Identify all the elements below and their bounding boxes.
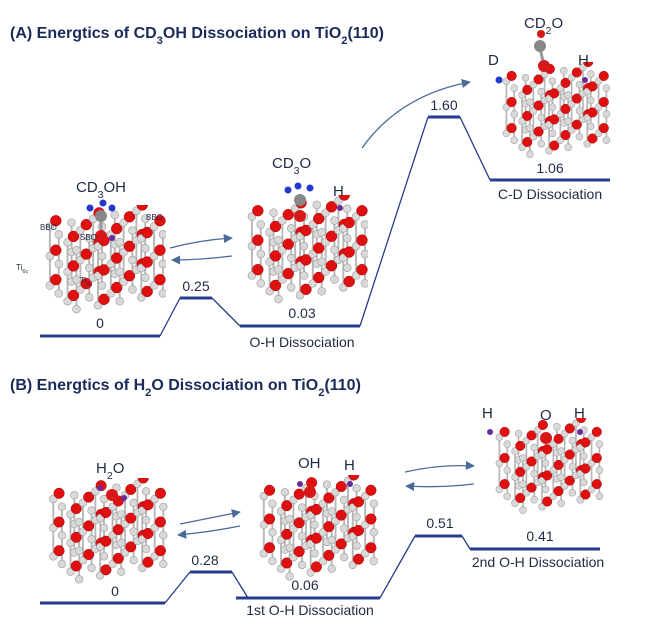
energy-label: 0.06 xyxy=(291,577,318,593)
subscript: 3 xyxy=(157,35,163,47)
atom-label: O xyxy=(540,407,552,424)
text-part: (B) Energtics of H xyxy=(10,377,145,394)
subscript: 6c xyxy=(22,269,28,275)
panel-a-title: (A) Energtics of CD3OH Dissociation on T… xyxy=(10,25,384,47)
molecule-label: CD3O xyxy=(272,155,311,177)
text-part: CD xyxy=(524,15,546,32)
energy-label: 0 xyxy=(96,315,104,331)
text-part: CD xyxy=(272,155,294,172)
subscript: 3 xyxy=(294,165,300,177)
energy-profile-b xyxy=(40,460,600,605)
molecule-label: CD2O xyxy=(524,15,563,37)
site-label: Ti5c xyxy=(80,276,92,288)
subscript: 2 xyxy=(318,387,324,399)
subscript: 2 xyxy=(546,25,552,37)
text-part: O xyxy=(113,460,125,477)
atom-label: H xyxy=(578,52,589,69)
atom-label: H xyxy=(333,183,344,200)
text-part: (110) xyxy=(324,377,360,394)
adsorbates xyxy=(86,30,588,501)
site-label: BBO xyxy=(146,213,163,222)
text-part: O xyxy=(552,15,564,32)
atom-label: H xyxy=(344,457,355,474)
text-part: O Dissociation on TiO xyxy=(151,377,318,394)
text-part: H xyxy=(96,460,107,477)
text-part: (110) xyxy=(348,25,384,42)
slab xyxy=(501,62,611,159)
energy-label: 0.28 xyxy=(191,552,218,568)
slab xyxy=(258,475,379,582)
text-part: OH Dissociation on TiO xyxy=(163,25,341,42)
step-label: 1st O-H Dissociation xyxy=(246,602,374,618)
text-part: O xyxy=(300,155,312,172)
atom-label: D xyxy=(488,52,499,69)
energy-label: 1.60 xyxy=(430,97,457,113)
subscript: 3 xyxy=(98,189,104,201)
text-part: Ti xyxy=(80,276,87,285)
text-part: OH xyxy=(104,179,127,196)
text-part: (A) Energtics of CD xyxy=(10,25,157,42)
atom-label: H xyxy=(482,405,493,422)
energy-label: 0.41 xyxy=(526,528,553,544)
step-label: O-H Dissociation xyxy=(249,334,354,350)
subscript: 2 xyxy=(107,470,113,482)
atom-label: H xyxy=(574,405,585,422)
subscript: 2 xyxy=(341,35,347,47)
subscript: 2 xyxy=(145,387,151,399)
energy-label: 0.03 xyxy=(288,305,315,321)
energy-label: 1.06 xyxy=(536,160,563,176)
site-label: BBO xyxy=(40,223,57,232)
molecule-label: CD3OH xyxy=(76,179,126,201)
panel-b-title: (B) Energtics of H2O Dissociation on TiO… xyxy=(10,377,361,399)
slab xyxy=(247,195,368,305)
slab xyxy=(494,418,604,515)
step-label: 2nd O-H Dissociation xyxy=(472,554,604,570)
molecule-label: H2O xyxy=(96,460,124,482)
text-part: CD xyxy=(76,179,98,196)
energy-label: 0 xyxy=(111,583,119,599)
subscript: 5c xyxy=(86,282,92,288)
step-label: C-D Dissociation xyxy=(498,186,602,202)
energy-label: 0.25 xyxy=(182,278,209,294)
site-label: Ti6c xyxy=(16,263,28,275)
slab xyxy=(48,478,168,585)
energy-profile-a xyxy=(40,79,610,338)
text-part: Ti xyxy=(16,263,23,272)
energy-label: 0.51 xyxy=(426,515,453,531)
molecule-label: OH xyxy=(298,455,321,472)
site-label: SBO xyxy=(80,233,97,242)
